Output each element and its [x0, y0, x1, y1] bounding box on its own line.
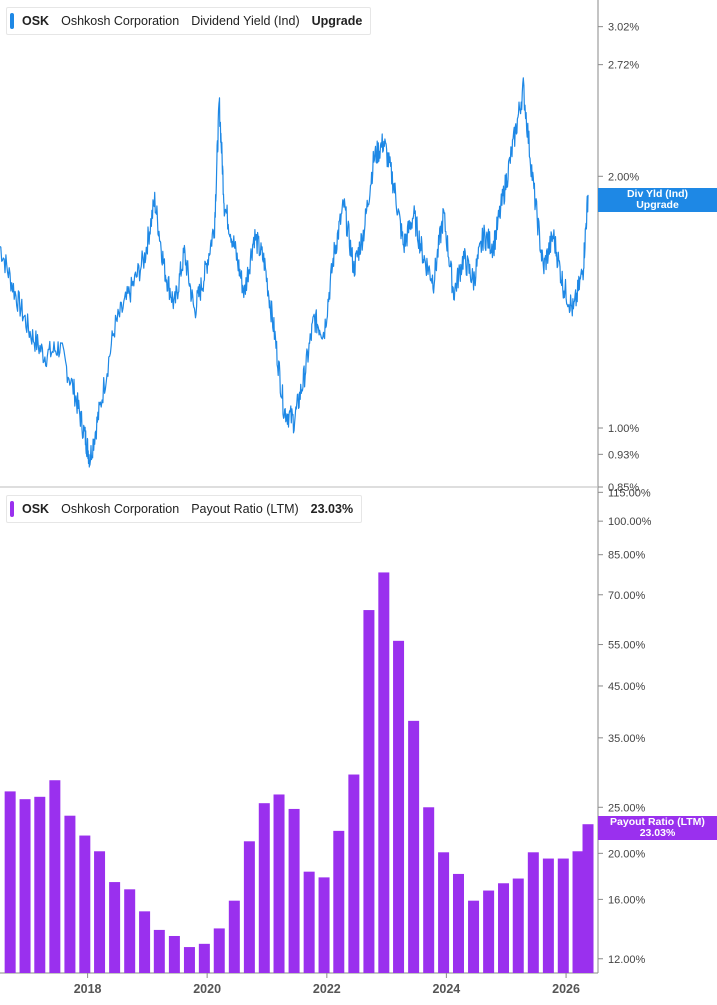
- payout-bar: [124, 889, 136, 973]
- payout-bar: [468, 900, 480, 973]
- flag-value: Upgrade: [636, 199, 679, 211]
- payout-bar: [582, 824, 594, 973]
- metric-label: Payout Ratio (LTM): [191, 502, 299, 516]
- payout-bar: [19, 799, 31, 973]
- payout-bar: [198, 943, 210, 973]
- y-tick-label: 115.00%: [608, 487, 651, 499]
- payout-bar: [452, 873, 464, 973]
- metric-value[interactable]: Upgrade: [311, 14, 363, 28]
- ticker-label: OSK: [22, 502, 50, 516]
- y-tick-label: 85.00%: [608, 550, 646, 562]
- payout-bar: [572, 851, 584, 973]
- y-tick-label: 12.00%: [608, 954, 646, 966]
- payout-bar: [333, 830, 345, 973]
- payout-bar: [258, 803, 270, 973]
- y-tick-label: 100.00%: [608, 516, 652, 528]
- flag-value: 23.03%: [639, 827, 676, 839]
- payout-bar: [557, 858, 569, 973]
- dividend-yield-legend[interactable]: OSK Oshkosh Corporation Dividend Yield (…: [6, 7, 372, 35]
- x-tick-label: 2022: [313, 982, 341, 996]
- payout-bar: [79, 835, 91, 973]
- y-tick-label: 70.00%: [608, 590, 646, 602]
- payout-bar: [542, 858, 554, 973]
- flag-title: Div Yld (Ind): [626, 188, 689, 200]
- dividend-yield-series: [0, 77, 589, 468]
- payout-bar: [288, 808, 300, 973]
- y-tick-label: 3.02%: [608, 22, 639, 34]
- payout-bar: [423, 807, 435, 973]
- payout-bar: [273, 794, 285, 973]
- x-tick-label: 2024: [432, 982, 460, 996]
- payout-bar: [213, 928, 225, 973]
- payout-bar: [393, 640, 405, 973]
- company-label: Oshkosh Corporation: [61, 502, 180, 516]
- payout-bar: [348, 774, 360, 973]
- dividend-yield-y-axis: 3.02% 2.72% 2.00% 1.00% 0.93% 0.85%: [598, 22, 639, 494]
- payout-bar: [527, 852, 539, 973]
- payout-bar: [498, 883, 510, 973]
- y-tick-label: 55.00%: [608, 640, 646, 652]
- payout-ratio-y-axis: 115.00% 100.00% 85.00% 70.00% 55.00% 45.00% 35…: [598, 487, 652, 966]
- y-tick-label: 35.00%: [608, 733, 646, 745]
- payout-bar: [109, 882, 121, 973]
- y-tick-label: 0.85%: [608, 482, 639, 494]
- payout-bar: [243, 841, 255, 973]
- payout-bar: [512, 878, 524, 973]
- payout-bar: [318, 877, 330, 973]
- y-tick-label: 20.00%: [608, 848, 646, 860]
- payout-bar: [438, 852, 450, 973]
- payout-bar: [183, 947, 195, 973]
- payout-bar: [49, 780, 61, 973]
- dividend-yield-swatch: [10, 13, 14, 29]
- payout-ratio-flag: Payout Ratio (LTM) 23.03%: [598, 816, 717, 840]
- payout-bar: [228, 900, 240, 973]
- payout-bar: [378, 572, 390, 973]
- x-tick-label: 2026: [552, 982, 580, 996]
- y-tick-label: 16.00%: [608, 894, 646, 906]
- dividend-yield-line: [0, 77, 589, 468]
- y-tick-label: 1.00%: [608, 423, 639, 435]
- payout-bar: [34, 796, 46, 973]
- payout-bar: [168, 935, 180, 973]
- payout-ratio-bars: [4, 572, 594, 973]
- company-label: Oshkosh Corporation: [61, 14, 180, 28]
- flag-title: Payout Ratio (LTM): [610, 816, 705, 828]
- y-tick-label: 0.93%: [608, 449, 639, 461]
- payout-bar: [4, 791, 16, 973]
- y-tick-label: 45.00%: [608, 681, 646, 693]
- payout-bar: [363, 610, 375, 973]
- payout-bar: [94, 851, 106, 973]
- y-tick-label: 25.00%: [608, 802, 646, 814]
- metric-label: Dividend Yield (Ind): [191, 14, 300, 28]
- ticker-label: OSK: [22, 14, 50, 28]
- payout-bar: [483, 890, 495, 973]
- y-tick-label: 2.00%: [608, 171, 639, 183]
- x-axis: 2018 2020 2022 2024 2026: [74, 973, 580, 996]
- x-tick-label: 2020: [193, 982, 221, 996]
- payout-bar: [139, 911, 151, 973]
- metric-value: 23.03%: [310, 502, 354, 516]
- x-tick-label: 2018: [74, 982, 102, 996]
- payout-ratio-legend[interactable]: OSK Oshkosh Corporation Payout Ratio (LT…: [6, 495, 363, 523]
- dividend-yield-flag: Div Yld (Ind) Upgrade: [598, 188, 717, 212]
- payout-ratio-swatch: [10, 501, 14, 517]
- payout-bar: [153, 929, 165, 973]
- y-tick-label: 2.72%: [608, 60, 639, 72]
- payout-bar: [64, 815, 76, 973]
- payout-bar: [408, 720, 420, 973]
- payout-bar: [303, 871, 315, 973]
